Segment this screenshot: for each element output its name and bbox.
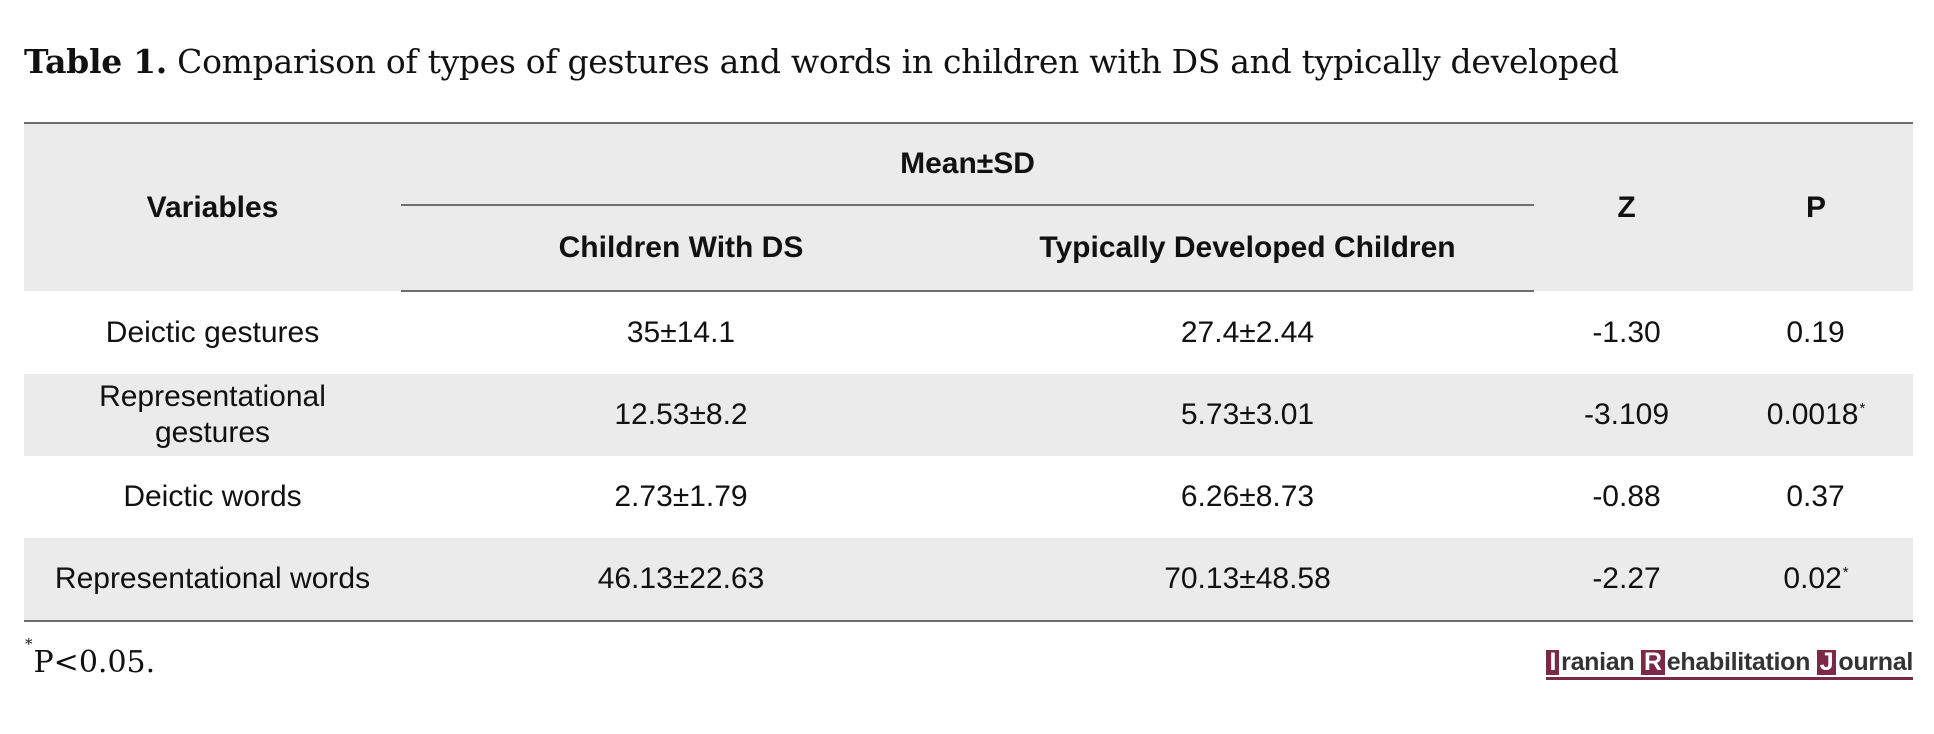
logo-letter: J — [1816, 650, 1837, 675]
cell-td: 6.26±8.73 — [1180, 480, 1315, 513]
cell-td: 5.73±3.01 — [961, 374, 1535, 456]
cell-z: -0.88 — [1592, 480, 1661, 513]
cell-p: 0.37 — [1719, 456, 1913, 538]
header-typically-developed: Typically Developed Children — [961, 205, 1535, 292]
cell-variable-text: Representational gestures — [99, 380, 326, 449]
table-row: Deictic words 2.73±1.79 6.26±8.73 -0.88 … — [24, 456, 1913, 538]
cell-variable: Representational words — [24, 538, 401, 622]
cell-td: 27.4±2.44 — [1180, 316, 1315, 349]
cell-z: -2.27 — [1534, 538, 1720, 622]
table-row: Representational gestures 12.53±8.2 5.73… — [24, 374, 1914, 456]
footnote-text: P<0.05. — [33, 645, 156, 680]
cell-p-value: 0.02 — [1783, 562, 1842, 595]
data-table-container: Variables Mean±SD Z P Children With DS T… — [24, 122, 1914, 622]
cell-p-value: 0.0018 — [1766, 398, 1859, 431]
table-body: Deictic gestures 35±14.1 27.4±2.44 -1.30… — [24, 291, 1914, 622]
table-caption-text: Comparison of types of gestures and word… — [177, 42, 1619, 81]
cell-z: -1.30 — [1592, 315, 1661, 349]
cell-ds: 35±14.1 — [626, 316, 736, 349]
header-z: Z — [1534, 122, 1720, 291]
table-row: Deictic gestures 35±14.1 27.4±2.44 -1.30… — [24, 291, 1913, 374]
logo-letter: I — [1546, 650, 1560, 675]
header-p: P — [1719, 122, 1914, 291]
cell-td: 70.13±48.58 — [961, 538, 1535, 622]
header-variables: Variables — [24, 122, 401, 291]
logo-word: ehabilitation — [1666, 648, 1811, 676]
table-header: Variables Mean±SD Z P Children With DS T… — [24, 122, 1914, 292]
cell-p-value: 0.19 — [1786, 315, 1845, 349]
data-table: Variables Mean±SD Z P Children With DS T… — [24, 122, 1914, 622]
significance-mark: * — [1859, 400, 1866, 417]
significance-mark: * — [1842, 564, 1849, 581]
table-caption: Table 1. Comparison of types of gestures… — [24, 42, 1619, 82]
table-row: Representational words 46.13±22.63 70.13… — [24, 538, 1914, 622]
header-mean-sd: Mean±SD — [401, 122, 1535, 206]
cell-p: 0.0018* — [1719, 374, 1914, 456]
cell-variable: Deictic words — [123, 480, 302, 513]
logo-word: ranian — [1561, 648, 1635, 676]
cell-p-value: 0.37 — [1786, 480, 1845, 513]
logo-letter: R — [1641, 650, 1665, 675]
cell-z: -3.109 — [1534, 374, 1720, 456]
logo-word: ournal — [1838, 648, 1913, 676]
cell-variable: Deictic gestures — [105, 315, 320, 349]
table-footnote: *P<0.05. — [24, 635, 156, 680]
cell-p: 0.02* — [1719, 538, 1914, 622]
header-children-with-ds: Children With DS — [401, 205, 961, 292]
cell-p: 0.19 — [1719, 291, 1913, 374]
footnote-mark: * — [25, 635, 33, 653]
cell-ds: 2.73±1.79 — [614, 480, 748, 513]
table-caption-label: Table 1. — [24, 42, 167, 81]
cell-ds: 46.13±22.63 — [401, 538, 961, 622]
cell-variable: Representational gestures — [24, 374, 401, 456]
cell-ds: 12.53±8.2 — [401, 374, 961, 456]
